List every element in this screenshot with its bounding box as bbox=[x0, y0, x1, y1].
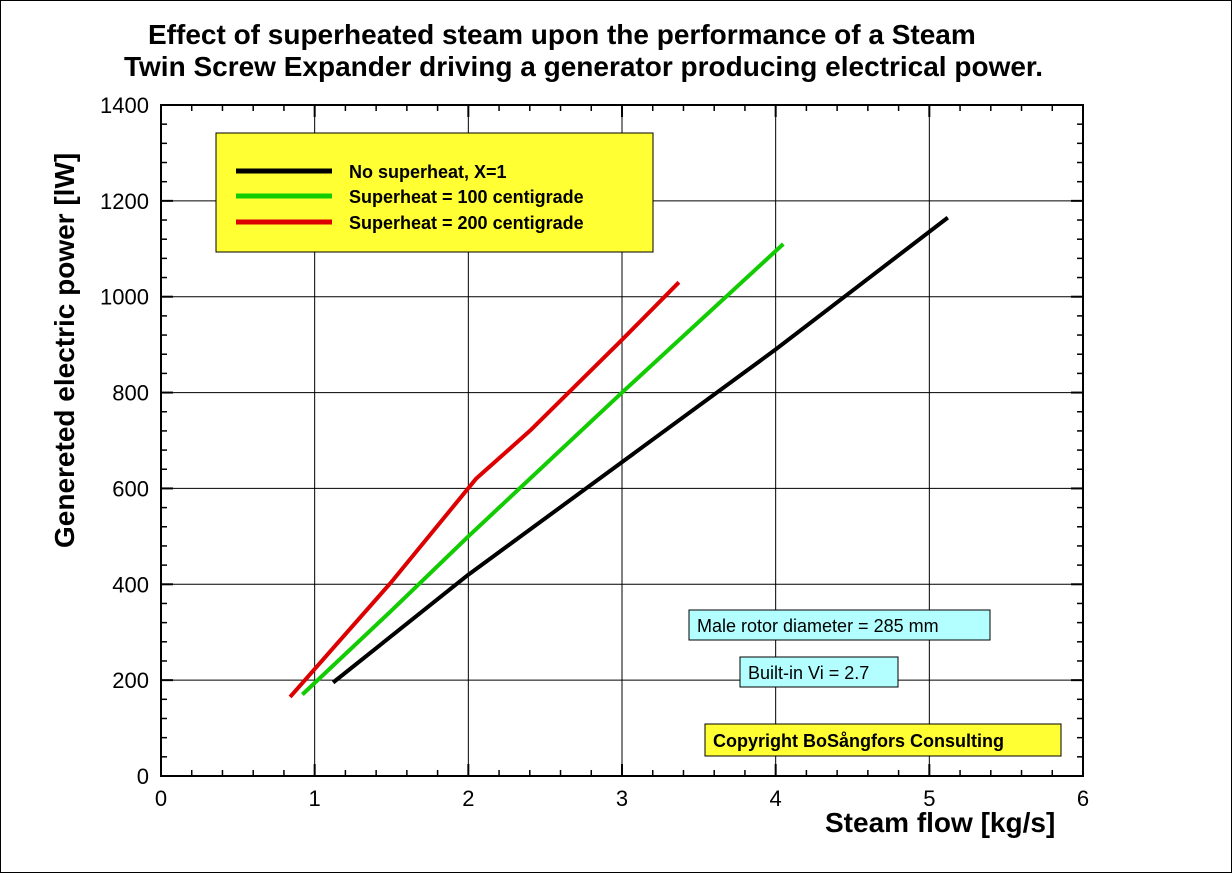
x-axis-label: Steam flow [kg/s] bbox=[825, 807, 1055, 838]
y-tick-label: 1400 bbox=[100, 93, 149, 118]
note-built-in-vi-text: Built-in Vi = 2.7 bbox=[748, 663, 869, 683]
copyright-text: Copyright BoSångfors Consulting bbox=[713, 731, 1004, 751]
y-tick-label: 1200 bbox=[100, 189, 149, 214]
note-rotor-diameter-box bbox=[688, 609, 991, 641]
legend-label-no-superheat: No superheat, X=1 bbox=[349, 162, 507, 182]
x-tick-label: 1 bbox=[309, 786, 321, 811]
series-line-2 bbox=[288, 280, 681, 699]
y-tick-label: 1000 bbox=[100, 285, 149, 310]
y-tick-label: 200 bbox=[112, 668, 149, 693]
axes: 0 1 2 3 4 5 6 0 200 400 600 800 1000 1200 1400 bbox=[100, 93, 1089, 811]
legend-label-superheat-100: Superheat = 100 centigrade bbox=[349, 187, 584, 207]
y-tick-label: 600 bbox=[112, 476, 149, 501]
note-built-in-vi: Built-in Vi = 2.7 bbox=[739, 656, 899, 688]
series-line-1 bbox=[301, 242, 785, 696]
legend-box bbox=[215, 132, 654, 253]
note-built-in-vi-box bbox=[739, 656, 899, 688]
note-rotor-diameter: Male rotor diameter = 285 mm bbox=[688, 609, 991, 641]
x-tick-label: 0 bbox=[155, 786, 167, 811]
y-tick-label: 800 bbox=[112, 381, 149, 406]
x-tick-label: 2 bbox=[462, 786, 474, 811]
series-lines bbox=[288, 216, 950, 699]
x-tick-label: 3 bbox=[616, 786, 628, 811]
x-tick-label: 5 bbox=[923, 786, 935, 811]
y-tick-label: 400 bbox=[112, 572, 149, 597]
chart-title-line-2: Twin Screw Expander driving a generator … bbox=[124, 51, 1044, 82]
legend: No superheat, X=1 Superheat = 100 centig… bbox=[215, 132, 654, 253]
x-tick-label: 6 bbox=[1077, 786, 1089, 811]
chart-title-line-1: Effect of superheated steam upon the per… bbox=[148, 19, 976, 50]
x-tick-label: 4 bbox=[770, 786, 782, 811]
series-line-0 bbox=[331, 216, 950, 685]
y-axis-label: Genereted electric power [lW] bbox=[49, 153, 80, 548]
note-rotor-diameter-text: Male rotor diameter = 285 mm bbox=[697, 616, 939, 636]
y-tick-label: 0 bbox=[137, 764, 149, 789]
legend-label-superheat-200: Superheat = 200 centigrade bbox=[349, 213, 584, 233]
copyright-note: Copyright BoSångfors Consulting bbox=[704, 723, 1062, 757]
copyright-box bbox=[704, 723, 1062, 757]
